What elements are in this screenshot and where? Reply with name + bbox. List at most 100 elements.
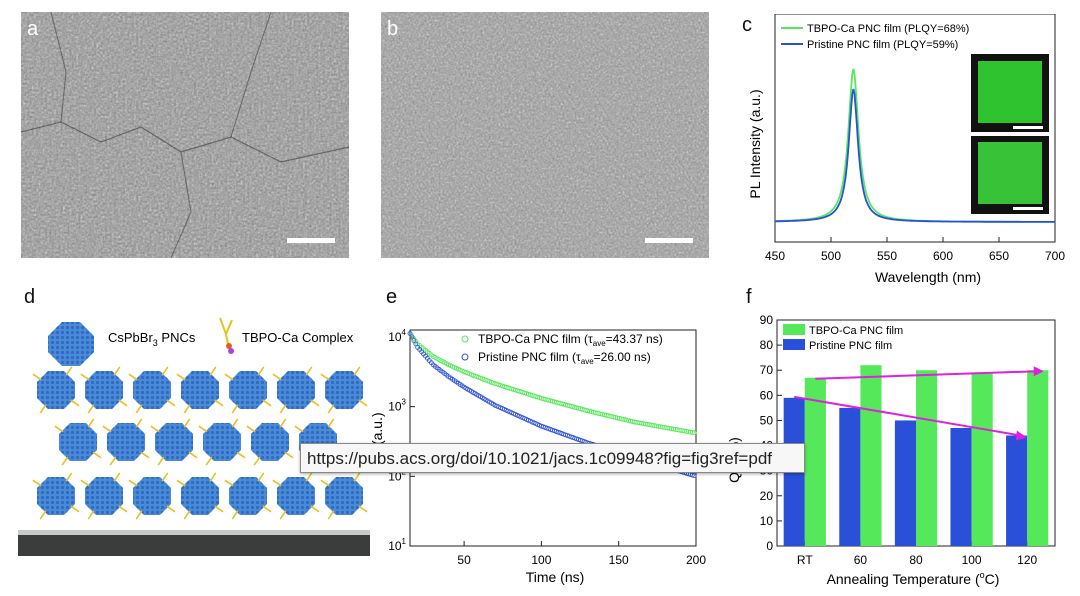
film-photo-top-glow [978, 61, 1042, 123]
legend-label-c-1: Pristine PNC film (PLQY=59%) [807, 39, 958, 51]
ligand-chain [305, 472, 313, 482]
ligand-chain [113, 366, 121, 376]
ligand-chain [183, 418, 191, 428]
ligand-chain [279, 510, 287, 520]
ligand-chain [353, 472, 361, 482]
legend-swatch-f-1 [783, 339, 805, 350]
pnc-crystal-texture [277, 477, 315, 515]
trend-arrowhead-tbpo [1033, 366, 1044, 377]
y-tick-label-f: 0 [766, 539, 773, 553]
ligand-chain [87, 404, 95, 414]
ligand-chain [118, 505, 128, 513]
ligand-chain [65, 472, 73, 482]
ligand-chain [284, 451, 294, 459]
y-tick-label-f: 90 [760, 313, 774, 327]
legend-label-e-1: Pristine PNC film (τave=26.00 ns) [478, 350, 651, 366]
ligand-chain [231, 418, 239, 428]
ligand-chain [183, 510, 191, 520]
data-point-e-1 [691, 473, 697, 479]
ligand-chain [279, 404, 287, 414]
legend-label-c-0: TBPO-Ca PNC film (PLQY=68%) [807, 23, 969, 35]
ligand-chain [231, 510, 239, 520]
legend-label-e-0: TBPO-Ca PNC film (τave=43.37 ns) [478, 332, 663, 348]
ligand-chain [166, 505, 176, 513]
sem-texture-b [381, 12, 709, 258]
bar-pristine [1006, 435, 1028, 546]
ligand-chain [80, 479, 90, 487]
panel-label-b: b [387, 18, 399, 40]
series-line-c-1 [775, 88, 1055, 223]
pnc-crystal-texture [37, 371, 75, 409]
ligand-chain [236, 451, 246, 459]
trend-arrow-tbpo [815, 370, 1038, 380]
panel-label-a: a [27, 18, 39, 40]
y-tick-label-f: 20 [760, 489, 774, 503]
ligand-chain [198, 425, 208, 433]
y-tick-label-f: 70 [760, 363, 774, 377]
bar-tbpo-ca [1027, 370, 1049, 546]
ligand-chain [161, 366, 169, 376]
ligand-chain [224, 373, 234, 381]
trend-arrowhead-pristine [1015, 430, 1027, 441]
ligand-chain [161, 472, 169, 482]
ligand-chain [205, 456, 213, 466]
ligand-chain [135, 404, 143, 414]
data-point-e-1 [409, 334, 415, 340]
schematic-d: CsPbBr3 PNCs TBPO-Ca Complex [18, 317, 370, 556]
ligand-chain [224, 479, 234, 487]
ligand-chain [310, 399, 320, 407]
ligand-chain [209, 472, 217, 482]
x-tick-label-c: 650 [989, 249, 1009, 263]
pnc-crystal-texture [181, 371, 219, 409]
pnc-crystal-texture [229, 371, 267, 409]
sem-image-a: a [21, 12, 349, 258]
x-axis-label-c: Wavelength (nm) [875, 269, 981, 285]
pnc-crystal-texture [155, 423, 193, 461]
sem-image-b: b [381, 12, 709, 258]
panel-label-f: f [746, 286, 752, 308]
ligand-chain [176, 479, 186, 487]
url-tooltip: https://pubs.acs.org/doi/10.1021/jacs.1c… [300, 443, 805, 473]
ligand-chain [310, 505, 320, 513]
ligand-chain [320, 373, 330, 381]
sem-texture-a [21, 12, 349, 258]
x-tick-label-f: RT [797, 553, 813, 567]
ligand-chain [39, 510, 47, 520]
x-tick-label-f: 80 [909, 553, 923, 567]
bar-pristine [839, 407, 861, 546]
y-tick-label-f: 50 [760, 413, 774, 427]
x-axis-label-f: Annealing Temperature (oC) [827, 570, 1000, 587]
ligand-chain [358, 399, 368, 407]
legend-pnc-label: CsPbBr3 PNCs [108, 330, 196, 348]
ligand-chain [253, 456, 261, 466]
ligand-chain [183, 404, 191, 414]
pnc-crystal-texture [85, 371, 123, 409]
ligand-chain [305, 366, 313, 376]
ligand-chain [61, 456, 69, 466]
film-photo-bottom-glow [978, 142, 1042, 204]
ligand-chain [70, 399, 80, 407]
ligand-chain [279, 418, 287, 428]
pnc-crystal-texture [203, 423, 241, 461]
ligand-chain [327, 404, 335, 414]
ligand-chain [157, 456, 165, 466]
ligand-chain [65, 366, 73, 376]
y-tick-label-e: 101 [388, 537, 406, 553]
ligand-chain [128, 373, 138, 381]
ligand-chain [257, 366, 265, 376]
ligand-chain [262, 399, 272, 407]
x-tick-label-c: 600 [933, 249, 953, 263]
pnc-crystal-texture [107, 423, 145, 461]
scale-bar-b [645, 238, 693, 243]
film-photo-top-scalebar [1013, 126, 1043, 129]
ligand-chain [231, 404, 239, 414]
ligand-chain [327, 510, 335, 520]
ligand-chain [327, 418, 335, 428]
y-tick-label-f: 10 [760, 514, 774, 528]
y-tick-label-e: 104 [388, 328, 406, 344]
plot-frame-e [409, 329, 697, 547]
ligand-chain [140, 451, 150, 459]
x-tick-label-e: 150 [609, 553, 629, 567]
legend-marker-e-1 [461, 353, 469, 361]
x-tick-label-f: 60 [854, 553, 868, 567]
